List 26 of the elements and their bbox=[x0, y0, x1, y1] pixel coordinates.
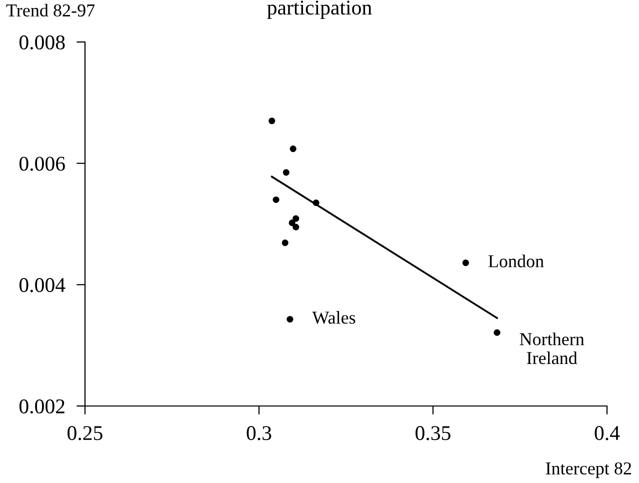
point bbox=[282, 240, 288, 246]
point bbox=[288, 219, 296, 226]
point bbox=[462, 260, 470, 266]
y-tick-label: 0.004 bbox=[19, 278, 66, 292]
y-tick-label: 0.002 bbox=[19, 399, 64, 414]
point bbox=[282, 169, 290, 176]
x-axis-title: Intercept 82 bbox=[546, 462, 632, 478]
annotation: Northern Ireland bbox=[520, 332, 584, 364]
point bbox=[290, 145, 296, 152]
y-tick-label: 0.006 bbox=[19, 156, 65, 171]
x-tick-label: 0.35 bbox=[416, 426, 450, 440]
y-axis-title: Trend 82-97 bbox=[6, 4, 95, 17]
chart-title: participation bbox=[267, 0, 372, 19]
annotation: Wales bbox=[312, 311, 356, 324]
point bbox=[494, 329, 500, 336]
point bbox=[292, 215, 300, 222]
y-tick-label: 0.008 bbox=[19, 35, 65, 50]
point bbox=[286, 316, 294, 323]
x-tick-label: 0.25 bbox=[68, 426, 102, 440]
x-tick-label: 0.3 bbox=[246, 426, 272, 440]
point bbox=[292, 224, 300, 230]
point bbox=[272, 196, 280, 204]
x-tick-label: 0.4 bbox=[594, 426, 620, 440]
annotation: London bbox=[488, 254, 544, 268]
point bbox=[268, 118, 276, 124]
point bbox=[312, 199, 320, 206]
